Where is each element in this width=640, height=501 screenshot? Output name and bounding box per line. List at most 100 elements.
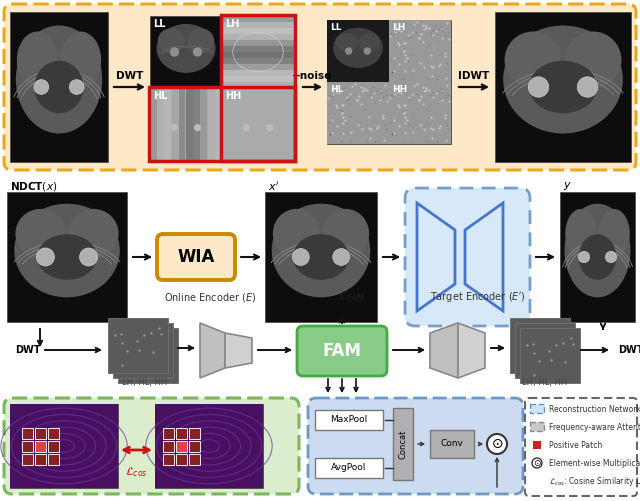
Bar [155, 404, 263, 488]
Ellipse shape [17, 32, 58, 89]
Point [546, 356, 556, 364]
Point [378, 136, 388, 144]
Point [408, 66, 418, 74]
Point [426, 29, 436, 37]
Bar [155, 404, 263, 488]
Ellipse shape [564, 204, 630, 297]
Point [378, 112, 388, 120]
Bar [157, 88, 164, 160]
Point [555, 353, 565, 361]
Point [431, 89, 442, 97]
Point [431, 137, 442, 145]
Point [360, 105, 370, 113]
Point [404, 96, 414, 104]
Ellipse shape [564, 32, 621, 89]
Polygon shape [458, 323, 485, 378]
Bar [327, 82, 389, 144]
Point [398, 137, 408, 145]
Text: +noise: +noise [292, 71, 332, 81]
Point [387, 68, 397, 76]
Point [517, 330, 527, 338]
Point [429, 83, 440, 91]
Point [151, 334, 161, 342]
Point [159, 329, 169, 337]
Point [327, 93, 337, 101]
Point [330, 82, 340, 90]
Ellipse shape [322, 209, 369, 259]
Bar [221, 15, 295, 161]
Point [142, 347, 152, 355]
Point [435, 60, 445, 68]
Point [429, 83, 440, 91]
Point [541, 351, 551, 359]
Point [437, 88, 447, 96]
Point [385, 29, 396, 37]
Text: HH: HH [225, 91, 241, 101]
Point [356, 100, 366, 108]
Point [323, 91, 333, 99]
Point [566, 334, 576, 342]
Point [443, 125, 453, 133]
Point [427, 72, 437, 80]
Bar [222, 58, 294, 64]
Point [431, 75, 442, 83]
Point [372, 87, 383, 95]
Point [375, 96, 385, 104]
Point [350, 90, 360, 98]
Point [413, 96, 424, 104]
Bar [118, 328, 178, 383]
Ellipse shape [529, 61, 597, 113]
Point [431, 38, 442, 46]
Bar [48, 441, 59, 452]
Point [364, 91, 374, 99]
Bar [315, 458, 383, 478]
Point [408, 128, 418, 136]
Point [331, 88, 341, 96]
FancyBboxPatch shape [297, 326, 387, 376]
Point [424, 137, 434, 145]
Point [385, 56, 396, 64]
Point [122, 347, 132, 355]
Point [385, 118, 396, 126]
Point [436, 22, 447, 30]
Point [444, 35, 454, 43]
Circle shape [69, 80, 84, 94]
Point [524, 347, 534, 355]
Point [385, 94, 395, 102]
Point [378, 93, 388, 101]
Point [440, 74, 451, 82]
Bar [222, 16, 294, 88]
Point [568, 340, 579, 348]
Point [389, 129, 399, 137]
Point [375, 88, 385, 96]
Point [332, 122, 342, 130]
Bar [222, 16, 294, 88]
Text: LL: LL [153, 19, 166, 29]
Bar [176, 428, 187, 439]
Text: $y$: $y$ [563, 180, 572, 192]
Point [338, 119, 348, 127]
Point [400, 84, 410, 92]
Point [393, 101, 403, 109]
Point [154, 324, 164, 332]
Bar [533, 441, 541, 449]
Point [109, 331, 120, 339]
Point [381, 91, 392, 99]
Point [158, 358, 168, 366]
Point [120, 341, 130, 349]
Point [139, 351, 149, 359]
Point [367, 83, 378, 91]
Point [144, 336, 154, 344]
Point [337, 101, 348, 109]
Ellipse shape [598, 209, 630, 259]
Point [394, 41, 404, 49]
Point [389, 116, 399, 124]
Bar [327, 20, 389, 82]
Bar [222, 52, 294, 58]
Point [400, 22, 410, 30]
Bar [193, 88, 200, 160]
Point [372, 124, 382, 132]
Point [407, 137, 417, 145]
Point [406, 50, 417, 58]
Point [511, 331, 522, 339]
